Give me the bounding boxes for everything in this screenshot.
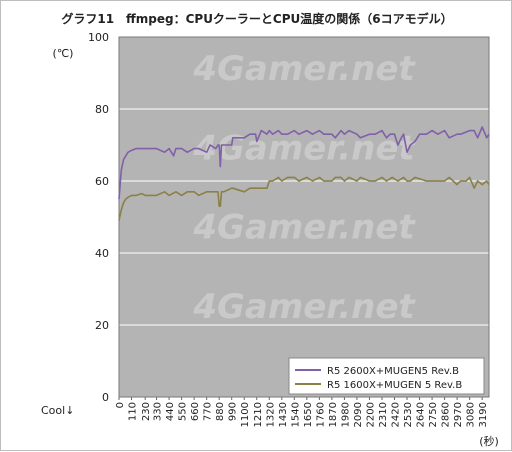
x-tick-label: 1430 [278,402,289,427]
x-tick-label: 230 [141,402,152,421]
y-axis-unit-label: (℃) [53,47,74,60]
y-tick-label: 100 [88,31,109,44]
y-tick-label: 40 [95,247,109,260]
x-tick-label: 2860 [441,402,452,427]
y-tick-label: 60 [95,175,109,188]
x-tick-label: 1100 [240,402,251,427]
x-tick-label: 2970 [453,402,464,427]
x-tick-label: 1210 [253,402,264,427]
x-tick-label: 2420 [391,402,402,427]
legend-label-2: R5 1600X+MUGEN 5 Rev.B [327,380,462,391]
y-tick-label: 80 [95,103,109,116]
y-tick-label: 0 [102,391,109,404]
x-tick-label: 2090 [353,402,364,427]
x-tick-label: 550 [178,402,189,421]
series-line-2 [118,176,490,221]
x-tick-label: 880 [215,402,226,421]
x-tick-label: 2310 [378,402,389,427]
x-tick-label: 2750 [428,402,439,427]
x-tick-label: 110 [128,402,139,421]
x-tick-label: 1870 [328,402,339,427]
x-tick-label: 990 [228,402,239,421]
x-tick-label: 440 [165,402,176,421]
x-tick-label: 1650 [303,402,314,427]
x-tick-label: 3190 [478,402,489,427]
x-axis-unit-label: (秒) [479,434,499,448]
x-tick-label: 1760 [315,402,326,427]
watermark-text: 4Gamer.net [192,287,416,327]
series-line-1 [118,126,490,200]
plot-area [119,37,489,397]
x-tick-label: 2640 [416,402,427,427]
x-tick-label: 660 [190,402,201,421]
watermark-text: 4Gamer.net [192,208,416,248]
x-tick-label: 1320 [265,402,276,427]
watermark-text: 4Gamer.net [192,128,416,168]
legend-box [288,357,485,395]
x-tick-label: 1980 [340,402,351,427]
x-tick-label: 1540 [290,402,301,427]
x-tick-label: 2200 [365,402,376,427]
watermark-text: 4Gamer.net [192,49,416,89]
x-tick-label: 3080 [466,402,477,427]
x-tick-label: 0 [115,402,126,408]
chart-title: グラフ11 ffmpeg：CPUクーラーとCPU温度の関係（6コアモデル） [61,11,452,26]
x-tick-label: 770 [203,402,214,421]
y-tick-label: 20 [95,319,109,332]
cool-direction-label: Cool↓ [41,404,74,417]
legend-label-1: R5 2600X+MUGEN5 Rev.B [327,366,459,377]
x-tick-label: 330 [153,402,164,421]
x-tick-label: 2530 [403,402,414,427]
